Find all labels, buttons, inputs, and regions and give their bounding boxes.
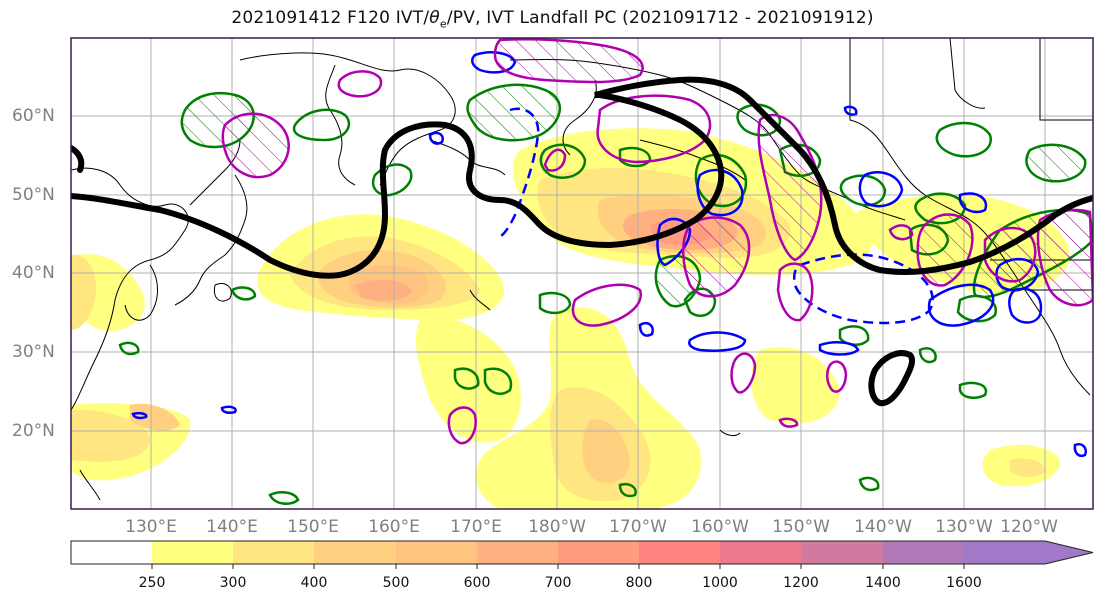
lon-label-160w: 160°W xyxy=(691,517,749,537)
lat-label-60n: 60°N xyxy=(12,106,55,126)
lat-label-20n: 20°N xyxy=(12,421,55,441)
colorbar-tick-1000: 1000 xyxy=(702,575,738,591)
colorbar-tick-700: 700 xyxy=(544,575,572,591)
lon-label-170w: 170°W xyxy=(609,517,667,537)
ivt-shading xyxy=(71,128,1070,509)
lon-label-160e: 160°E xyxy=(368,517,420,537)
lat-label-50n: 50°N xyxy=(12,185,55,205)
colorbar-tick-800: 800 xyxy=(625,575,653,591)
colorbar-tick-1400: 1400 xyxy=(865,575,901,591)
colorbar-tick-250: 250 xyxy=(138,575,166,591)
lon-label-130e: 130°E xyxy=(125,517,177,537)
map-frame xyxy=(70,37,1094,510)
colorbar-tick-1200: 1200 xyxy=(783,575,819,591)
lon-label-180w: 180°W xyxy=(528,517,586,537)
colorbar-tick-600: 600 xyxy=(463,575,491,591)
lat-label-40n: 40°N xyxy=(12,263,55,283)
lon-label-150e: 150°E xyxy=(287,517,339,537)
theta-e-contours xyxy=(71,76,1093,407)
lon-label-120w: 120°W xyxy=(1000,517,1058,537)
colorbar-tick-300: 300 xyxy=(219,575,247,591)
lon-label-140e: 140°E xyxy=(206,517,258,537)
lon-label-130w: 130°W xyxy=(935,517,993,537)
colorbar-tick-1600: 1600 xyxy=(946,575,982,591)
colorbar-tick-500: 500 xyxy=(382,575,410,591)
chart-title: 2021091412 F120 IVT/θe/PV, IVT Landfall … xyxy=(231,8,874,31)
colorbar xyxy=(70,540,1094,569)
lat-label-30n: 30°N xyxy=(12,342,55,362)
lon-label-150w: 150°W xyxy=(772,517,830,537)
coastlines xyxy=(71,38,1093,501)
lon-label-170e: 170°E xyxy=(450,517,502,537)
colorbar-tick-400: 400 xyxy=(300,575,328,591)
lon-label-140w: 140°W xyxy=(854,517,912,537)
landfall-pc-contours xyxy=(221,38,1093,445)
